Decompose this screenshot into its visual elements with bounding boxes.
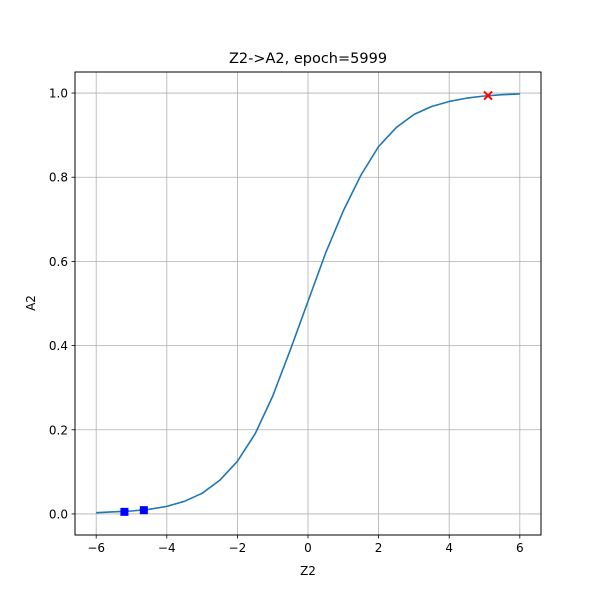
y-axis-label: A2 bbox=[24, 295, 38, 311]
y-tick-label: 0.6 bbox=[49, 255, 68, 269]
series-lines bbox=[96, 93, 520, 514]
x-tick-label: 6 bbox=[516, 541, 524, 555]
x-tick-label: −2 bbox=[229, 541, 247, 555]
series-markers bbox=[120, 90, 493, 516]
y-tick-label: 0.8 bbox=[49, 171, 68, 185]
x-tick-label: −6 bbox=[87, 541, 105, 555]
grid bbox=[75, 72, 541, 535]
y-tick-label: 0.2 bbox=[49, 423, 68, 437]
chart-title: Z2->A2, epoch=5999 bbox=[229, 51, 387, 67]
y-tick-label: 0.0 bbox=[49, 507, 68, 521]
square-marker bbox=[120, 507, 129, 516]
axis-ticks: −6 −4 −2 0 2 4 6 0.0 0.2 0.4 0.6 0.8 1.0 bbox=[49, 87, 524, 555]
x-tick-label: −4 bbox=[158, 541, 176, 555]
x-tick-label: 2 bbox=[375, 541, 383, 555]
y-tick-label: 0.4 bbox=[49, 339, 68, 353]
x-tick-label: 4 bbox=[445, 541, 453, 555]
x-axis-label: Z2 bbox=[300, 564, 316, 578]
x-marker bbox=[483, 90, 493, 101]
square-marker bbox=[139, 506, 148, 515]
x-tick-label: 0 bbox=[304, 541, 312, 555]
sigmoid-curve bbox=[96, 93, 520, 514]
x-marker-stroke bbox=[483, 90, 493, 101]
y-tick-label: 1.0 bbox=[49, 87, 68, 101]
